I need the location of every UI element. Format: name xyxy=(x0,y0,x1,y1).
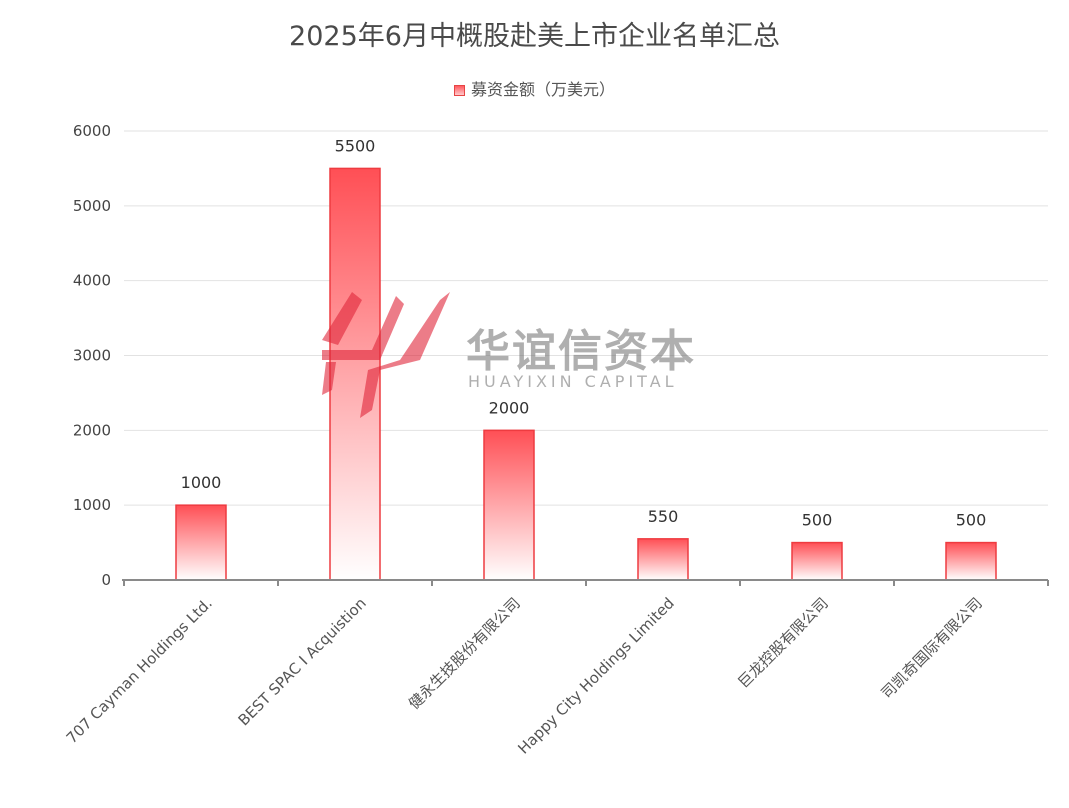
bar[interactable] xyxy=(945,541,997,581)
x-category-label: 司凯奇国际有限公司 xyxy=(878,594,986,702)
y-tick-label: 0 xyxy=(101,571,111,589)
y-axis-tick-labels: 0 1000 2000 3000 4000 5000 6000 xyxy=(73,122,111,589)
y-tick-label: 5000 xyxy=(73,197,111,215)
bar[interactable] xyxy=(175,504,227,581)
legend-swatch xyxy=(453,85,465,96)
x-category-label: 健永生技股份有限公司 xyxy=(405,594,524,713)
data-label: 1000 xyxy=(181,473,222,492)
bar[interactable] xyxy=(791,541,843,581)
legend[interactable]: 募资金额（万美元） xyxy=(0,76,1069,100)
data-label: 550 xyxy=(648,507,679,526)
chart-title: 2025年6月中概股赴美上市企业名单汇总 xyxy=(289,21,780,52)
x-category-label: BEST SPAC I Acquistion xyxy=(235,594,370,729)
y-tick-label: 3000 xyxy=(73,347,111,365)
data-label: 500 xyxy=(802,511,833,530)
data-label: 500 xyxy=(956,511,987,530)
watermark-subtitle: HUAYIXIN CAPITAL xyxy=(468,372,678,391)
x-axis xyxy=(122,579,1049,586)
legend-label: 募资金额（万美元） xyxy=(470,80,615,99)
y-tick-label: 1000 xyxy=(73,496,111,514)
huayixin-logo-icon xyxy=(322,292,450,418)
data-label: 5500 xyxy=(335,136,376,155)
y-tick-label: 4000 xyxy=(73,272,111,290)
y-tick-label: 2000 xyxy=(73,421,111,439)
x-category-label: 707 Cayman Holdings Ltd. xyxy=(63,594,216,747)
watermark-name: 华谊信资本 xyxy=(466,326,696,377)
x-axis-category-labels: 707 Cayman Holdings Ltd. BEST SPAC I Acqu… xyxy=(63,594,986,757)
bars xyxy=(175,167,997,581)
data-label: 2000 xyxy=(489,398,530,417)
bar[interactable] xyxy=(637,538,689,581)
x-category-label: 巨龙控股有限公司 xyxy=(734,594,832,692)
gridlines xyxy=(124,130,1048,506)
x-category-label: Happy City Holdings Limited xyxy=(514,594,677,757)
data-labels: 1000 5500 2000 550 500 500 xyxy=(181,136,987,529)
y-tick-label: 6000 xyxy=(73,122,111,140)
bar[interactable] xyxy=(483,429,535,581)
